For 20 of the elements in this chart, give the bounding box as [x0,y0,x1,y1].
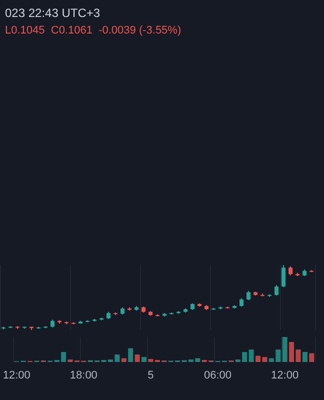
candlestick [282,264,286,288]
bar [148,359,154,362]
candlestick [288,266,292,276]
chart-subtitle: L0.1045 C0.1061 -0.0039 (-3.55%) [5,24,182,36]
chart-title: 023 22:43 UTC+3 [5,6,100,20]
bar [282,337,288,362]
bar [121,358,126,362]
x-tick-label: 5 [148,370,154,382]
bar [302,352,308,362]
candlestick [274,284,278,296]
x-tick-label: 06:00 [204,370,232,382]
bar [128,348,134,362]
bar [248,350,254,362]
x-tick-label: 12:00 [2,370,30,382]
x-tick-label: 12:00 [271,370,299,382]
x-tick-label: 18:00 [70,370,98,382]
bar [309,353,314,362]
bar [142,357,147,362]
candlestick [246,290,250,301]
bar [134,354,140,362]
